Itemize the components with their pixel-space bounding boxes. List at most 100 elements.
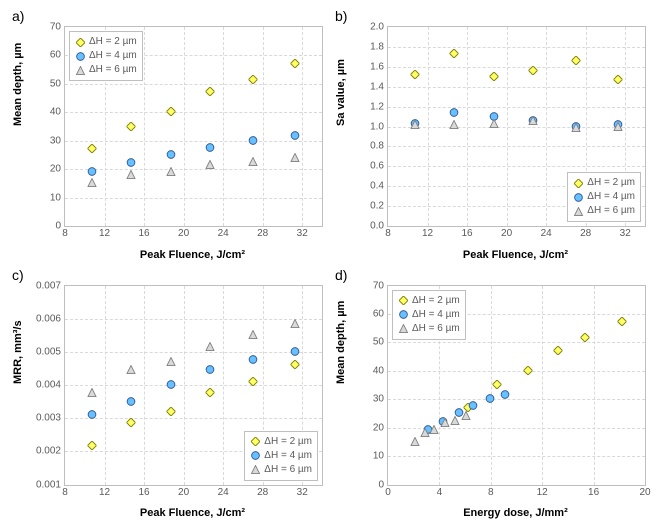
- panel-label: a): [12, 8, 24, 24]
- legend-item: ΔH = 2 µm: [75, 35, 137, 49]
- data-point: [248, 153, 257, 171]
- y-tick-label: 0.002: [36, 446, 65, 457]
- data-point: [571, 119, 580, 137]
- data-point: [291, 149, 300, 167]
- data-point: [462, 407, 471, 425]
- y-tick-label: 70: [373, 280, 388, 291]
- x-tick-label: 8: [385, 226, 391, 239]
- x-axis-label: Peak Fluence, J/cm²: [387, 249, 644, 261]
- data-point: [248, 132, 257, 150]
- data-point: [248, 351, 257, 369]
- data-point: [206, 156, 215, 174]
- legend-label: ΔH = 2 µm: [412, 294, 460, 308]
- x-tick-label: 8: [488, 485, 494, 498]
- y-tick-label: 10: [50, 192, 65, 203]
- x-tick-label: 16: [139, 226, 150, 239]
- legend-label: ΔH = 2 µm: [264, 435, 312, 449]
- data-point: [450, 116, 459, 134]
- x-axis-label: Peak Fluence, J/cm²: [64, 249, 321, 261]
- data-point: [430, 421, 439, 439]
- data-point: [485, 390, 494, 408]
- y-tick-label: 1.2: [370, 101, 388, 112]
- y-axis-label: Mean depth, µm: [12, 42, 24, 125]
- legend-item: ΔH = 2 µm: [250, 435, 312, 449]
- data-point: [524, 362, 533, 380]
- y-tick-label: 1.8: [370, 41, 388, 52]
- x-tick-label: 28: [580, 226, 591, 239]
- y-tick-label: 0.006: [36, 313, 65, 324]
- y-tick-label: 0.6: [370, 161, 388, 172]
- data-point: [127, 361, 136, 379]
- data-point: [410, 433, 419, 451]
- legend-label: ΔH = 6 µm: [264, 463, 312, 477]
- x-tick-label: 24: [541, 226, 552, 239]
- y-axis-label: Sa value, µm: [335, 59, 347, 126]
- x-tick-label: 24: [218, 485, 229, 498]
- y-axis-label: MRR, mm³/s: [12, 320, 24, 384]
- data-point: [580, 329, 589, 347]
- legend-item: ΔH = 6 µm: [573, 204, 635, 218]
- data-point: [614, 71, 623, 89]
- legend-label: ΔH = 4 µm: [587, 190, 635, 204]
- x-axis-label: Peak Fluence, J/cm²: [64, 507, 321, 519]
- y-tick-label: 10: [373, 451, 388, 462]
- data-point: [206, 83, 215, 101]
- panel-label: c): [12, 267, 24, 283]
- legend-item: ΔH = 4 µm: [75, 49, 137, 63]
- data-point: [410, 66, 419, 84]
- x-tick-label: 32: [297, 226, 308, 239]
- data-point: [489, 115, 498, 133]
- x-tick-label: 20: [639, 485, 650, 498]
- x-tick-label: 12: [99, 485, 110, 498]
- y-tick-label: 2.0: [370, 22, 388, 33]
- legend-label: ΔH = 6 µm: [587, 204, 635, 218]
- plot-area: 010203040506070812162024283236ΔH = 2 µmΔ…: [64, 26, 323, 227]
- data-point: [500, 386, 509, 404]
- y-tick-label: 0.004: [36, 380, 65, 391]
- circle-icon: [573, 192, 583, 202]
- circle-icon: [398, 310, 408, 320]
- diamond-icon: [398, 296, 408, 306]
- y-tick-label: 20: [373, 422, 388, 433]
- x-tick-label: 32: [620, 226, 631, 239]
- x-tick-label: 16: [462, 226, 473, 239]
- plot-area: 0.0010.0020.0030.0040.0050.0060.00781216…: [64, 285, 323, 486]
- y-tick-label: 0.2: [370, 201, 388, 212]
- data-point: [291, 127, 300, 145]
- diamond-icon: [75, 37, 85, 47]
- triangle-icon: [250, 465, 260, 475]
- data-point: [127, 414, 136, 432]
- x-tick-label: 16: [588, 485, 599, 498]
- y-tick-label: 30: [373, 394, 388, 405]
- data-point: [127, 166, 136, 184]
- data-point: [206, 361, 215, 379]
- y-tick-label: 60: [50, 50, 65, 61]
- data-point: [87, 174, 96, 192]
- data-point: [87, 437, 96, 455]
- data-point: [248, 373, 257, 391]
- data-point: [248, 326, 257, 344]
- x-tick-label: 24: [218, 226, 229, 239]
- data-point: [614, 118, 623, 136]
- y-tick-label: 0.007: [36, 280, 65, 291]
- legend-item: ΔH = 2 µm: [398, 294, 460, 308]
- legend-item: ΔH = 2 µm: [573, 176, 635, 190]
- data-point: [450, 45, 459, 63]
- triangle-icon: [573, 206, 583, 216]
- legend: ΔH = 2 µmΔH = 4 µmΔH = 6 µm: [69, 31, 143, 81]
- x-tick-label: 28: [257, 485, 268, 498]
- x-tick-label: 12: [99, 226, 110, 239]
- data-point: [166, 103, 175, 121]
- legend-item: ΔH = 6 µm: [75, 63, 137, 77]
- x-tick-label: 8: [62, 485, 68, 498]
- data-point: [291, 55, 300, 73]
- y-tick-label: 70: [50, 22, 65, 33]
- y-tick-label: 0.4: [370, 181, 388, 192]
- data-point: [410, 116, 419, 134]
- legend: ΔH = 2 µmΔH = 4 µmΔH = 6 µm: [392, 290, 466, 340]
- legend: ΔH = 2 µmΔH = 4 µmΔH = 6 µm: [567, 172, 641, 222]
- diamond-icon: [250, 437, 260, 447]
- data-point: [127, 118, 136, 136]
- data-point: [206, 384, 215, 402]
- data-point: [529, 112, 538, 130]
